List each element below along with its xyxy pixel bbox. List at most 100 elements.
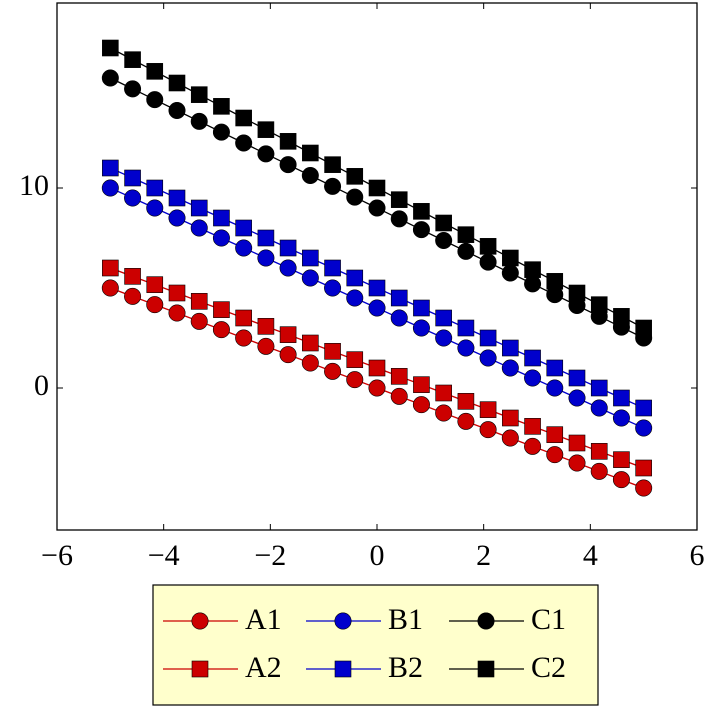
data-point xyxy=(324,177,342,195)
data-point xyxy=(302,144,319,162)
data-point xyxy=(568,434,586,452)
data-point xyxy=(168,189,186,207)
data-point xyxy=(568,454,586,472)
data-point xyxy=(257,229,275,247)
data-point xyxy=(279,346,297,364)
data-point xyxy=(524,369,542,387)
legend-marker xyxy=(191,660,209,678)
data-point xyxy=(568,284,586,302)
data-point xyxy=(101,69,119,87)
data-point xyxy=(390,368,408,385)
data-point xyxy=(213,209,230,227)
data-point xyxy=(479,401,497,418)
data-point xyxy=(613,451,630,468)
data-point xyxy=(501,359,519,377)
data-point xyxy=(368,359,386,377)
data-point xyxy=(257,249,275,267)
data-point xyxy=(590,443,608,460)
x-tick-label: 0 xyxy=(370,539,385,572)
data-point xyxy=(435,232,453,250)
data-point xyxy=(324,259,341,277)
data-point xyxy=(635,479,653,497)
x-tick-label: 6 xyxy=(690,539,705,572)
data-point xyxy=(324,156,341,173)
x-tick-label: −4 xyxy=(148,539,180,572)
data-point xyxy=(635,399,652,417)
data-point xyxy=(257,337,275,355)
data-point xyxy=(102,259,119,277)
data-point xyxy=(213,98,230,115)
data-point xyxy=(568,369,586,387)
data-point xyxy=(390,387,408,405)
data-point xyxy=(346,371,364,389)
data-point xyxy=(168,102,186,120)
data-point xyxy=(412,221,430,239)
data-point xyxy=(257,145,275,163)
data-point xyxy=(212,321,230,339)
data-point xyxy=(412,319,430,337)
data-point xyxy=(524,261,541,278)
data-point xyxy=(457,319,475,337)
data-point xyxy=(301,354,319,372)
data-point xyxy=(435,309,452,327)
data-point xyxy=(146,296,164,314)
data-point xyxy=(635,319,652,337)
data-point xyxy=(590,399,608,417)
data-point xyxy=(368,179,386,197)
data-point xyxy=(168,209,186,227)
data-point xyxy=(435,214,452,232)
y-tick-label: 0 xyxy=(34,369,49,402)
data-point xyxy=(124,268,141,285)
data-point xyxy=(146,179,164,197)
data-point xyxy=(190,199,208,217)
data-point xyxy=(279,326,297,343)
data-point xyxy=(390,289,408,307)
data-point xyxy=(368,379,386,397)
x-tick-label: −6 xyxy=(41,539,73,572)
data-point xyxy=(479,238,497,255)
data-point xyxy=(235,239,253,257)
data-point xyxy=(146,63,164,80)
data-point xyxy=(257,318,275,335)
legend-marker xyxy=(334,660,352,678)
data-point xyxy=(346,168,364,185)
data-point xyxy=(612,409,630,427)
data-point xyxy=(502,249,519,267)
data-point xyxy=(590,296,608,313)
data-point xyxy=(102,39,119,57)
data-point xyxy=(346,269,364,287)
data-point xyxy=(346,289,364,307)
data-point xyxy=(412,396,430,414)
data-point xyxy=(279,259,297,277)
data-point xyxy=(168,74,186,92)
data-point xyxy=(590,462,608,480)
data-point xyxy=(124,287,142,305)
data-point xyxy=(524,275,542,293)
legend-marker xyxy=(477,660,495,678)
data-point xyxy=(324,362,342,380)
data-point xyxy=(479,349,497,367)
data-point xyxy=(568,389,586,407)
data-point xyxy=(235,109,252,127)
data-point xyxy=(546,273,564,290)
data-point xyxy=(435,329,453,347)
data-point xyxy=(101,179,119,197)
data-point xyxy=(346,351,364,368)
data-point xyxy=(190,112,208,130)
data-point xyxy=(301,167,319,185)
legend-label: B2 xyxy=(388,651,423,684)
data-point xyxy=(168,284,186,302)
data-point xyxy=(524,437,542,455)
data-point xyxy=(124,169,141,187)
data-point xyxy=(190,293,208,310)
data-point xyxy=(457,226,475,243)
data-point xyxy=(479,421,497,439)
data-point xyxy=(279,156,297,174)
data-point xyxy=(146,276,164,293)
data-point xyxy=(457,393,475,410)
data-point xyxy=(390,309,408,327)
data-point xyxy=(124,80,142,98)
data-point xyxy=(457,339,475,357)
data-point xyxy=(546,446,564,464)
